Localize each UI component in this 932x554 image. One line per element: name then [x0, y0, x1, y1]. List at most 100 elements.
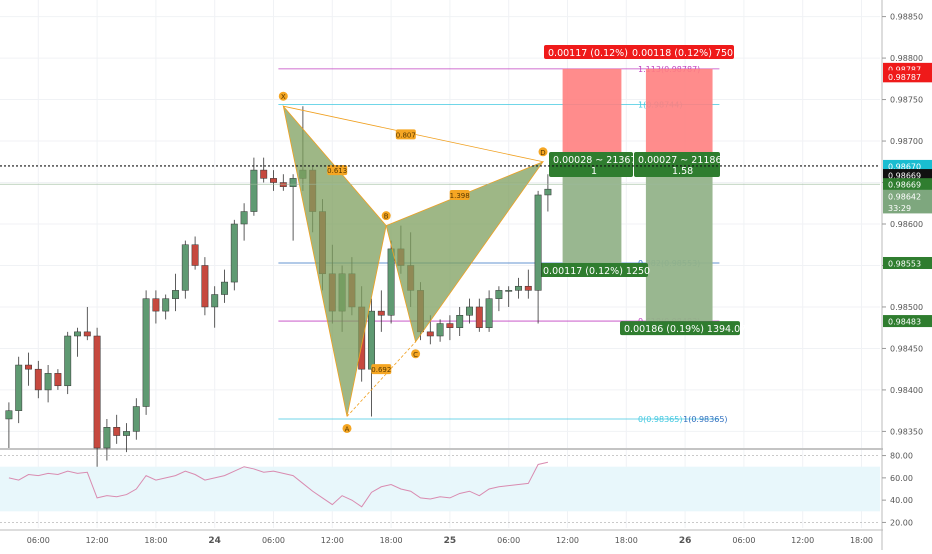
price-tag[interactable]: 0.98669	[883, 178, 932, 191]
price-tag[interactable]: 0.98642	[883, 189, 932, 202]
stop-loss-zone[interactable]	[562, 68, 622, 166]
pattern-point-label: C	[413, 351, 418, 359]
candle-body	[534, 194, 542, 291]
price-tag[interactable]: 0.98553	[883, 256, 932, 269]
candle-body	[113, 427, 121, 436]
time-tick-label: 06:00	[27, 536, 50, 545]
price-tick-label: 0.98800	[890, 54, 923, 63]
stop-label-text: 0.00118 (0.12%) 750	[632, 48, 733, 59]
candle	[515, 277, 522, 299]
candle-body	[270, 178, 277, 183]
time-axis[interactable]: 06:00 12:00 18:00 24 06:00 12:00 18:00 25 06:00 1…	[27, 536, 873, 546]
price-tag[interactable]: 0.98483	[883, 315, 932, 328]
take-profit-zone[interactable]	[645, 165, 713, 322]
candle-body	[54, 373, 62, 387]
pattern-point-a[interactable]: A	[342, 423, 352, 434]
candle	[240, 203, 248, 241]
price-tag-bg	[883, 159, 932, 172]
rsi-tick-label: 20.00	[890, 518, 913, 527]
candle-body	[123, 431, 130, 436]
price-tag[interactable]: 33:29	[883, 201, 932, 214]
candle	[211, 286, 219, 328]
stop-label-bg	[544, 45, 634, 59]
pattern-point-d[interactable]: D	[538, 147, 548, 157]
pattern-ratio-bg	[395, 129, 416, 140]
candle	[495, 286, 503, 312]
pattern-ratio-label: 0.692	[371, 366, 391, 374]
price-tag-label: 33:29	[888, 204, 911, 213]
time-tick-label: 06:00	[262, 536, 285, 545]
pattern-point-label: A	[345, 425, 350, 433]
candle-body	[289, 178, 297, 187]
candle-body	[74, 331, 81, 337]
pattern-point-marker	[278, 91, 288, 101]
rsi-panel[interactable]	[0, 455, 880, 523]
entry-label-bg	[634, 152, 720, 177]
candle	[475, 298, 483, 332]
take-profit-zone[interactable]	[562, 165, 622, 263]
pattern-ratio-label: 1.398	[450, 192, 470, 200]
candle	[44, 365, 52, 403]
candle	[505, 286, 513, 307]
candle-body	[240, 211, 248, 225]
price-tag[interactable]: 0.98787	[883, 70, 932, 83]
price-tag-bg	[883, 169, 932, 182]
price-tag-label: 0.98787	[888, 65, 921, 74]
time-tick-label: 12:00	[556, 536, 579, 545]
price-tag[interactable]: 0.98670	[883, 159, 932, 172]
fib-extra-label: 1(0.98365)	[683, 415, 727, 424]
target-label-text: 0.00117 (0.12%) 1250	[543, 266, 650, 277]
stop-label[interactable]: 0.00118 (0.12%) 750	[628, 45, 734, 59]
pattern-ratio-bg	[371, 364, 392, 375]
candle-body	[172, 290, 179, 299]
candle	[221, 269, 228, 303]
time-tick-label: 18:00	[380, 536, 403, 545]
stop-label-bg	[628, 45, 734, 59]
candle-body	[524, 285, 532, 291]
candle-body	[142, 298, 150, 407]
price-tick-label: 0.98750	[890, 96, 923, 105]
candle	[15, 356, 23, 424]
candle-body	[103, 427, 111, 449]
position-tools[interactable]: 0.00117 (0.12%) 70.00118 (0.12%) 750 0.00…	[539, 45, 746, 336]
candle-body	[515, 285, 522, 291]
entry-label-text-2: 1	[591, 166, 597, 177]
price-tag[interactable]: 0.98669	[883, 169, 932, 182]
price-tick-label: 0.98700	[890, 137, 923, 146]
pattern-point-label: X	[281, 93, 286, 101]
price-tag-bg	[883, 315, 932, 328]
price-tick-label: 0.98350	[890, 427, 923, 436]
candle-body	[152, 298, 160, 312]
pattern-point-c[interactable]: C	[411, 349, 421, 359]
target-label[interactable]: 0.00186 (0.19%) 1394.07	[620, 321, 746, 336]
candle	[152, 290, 160, 324]
price-tag-label: 0.98669	[888, 181, 921, 190]
price-tag-label: 0.98642	[888, 192, 921, 201]
stop-loss-zone[interactable]	[645, 68, 713, 166]
candle	[191, 236, 199, 270]
pattern-point-b[interactable]: B	[381, 211, 391, 221]
candle-body	[34, 368, 42, 391]
candle-body	[505, 290, 513, 292]
price-axis[interactable]: 0.988500.988000.987500.987000.986500.986…	[882, 0, 932, 550]
pattern-point-x[interactable]: X	[278, 91, 288, 102]
candle	[289, 174, 297, 241]
target-label-bg	[620, 321, 740, 336]
candle-body	[83, 331, 91, 337]
time-tick-label: 24	[208, 536, 221, 546]
candle	[466, 298, 473, 324]
price-tick-label: 0.98400	[890, 386, 923, 395]
price-lines	[0, 165, 880, 185]
candle-body	[260, 169, 268, 179]
harmonic-pattern[interactable]: X A B C D 0.613 0.807 1.398 0.692	[278, 91, 548, 434]
candle	[377, 290, 385, 332]
fib-level-label: 0(0.98365)	[638, 415, 682, 424]
candle	[123, 423, 130, 453]
candle-body	[446, 323, 454, 328]
stop-label[interactable]: 0.00117 (0.12%) 7	[544, 45, 637, 59]
target-label[interactable]: 0.00117 (0.12%) 1250	[539, 262, 650, 277]
